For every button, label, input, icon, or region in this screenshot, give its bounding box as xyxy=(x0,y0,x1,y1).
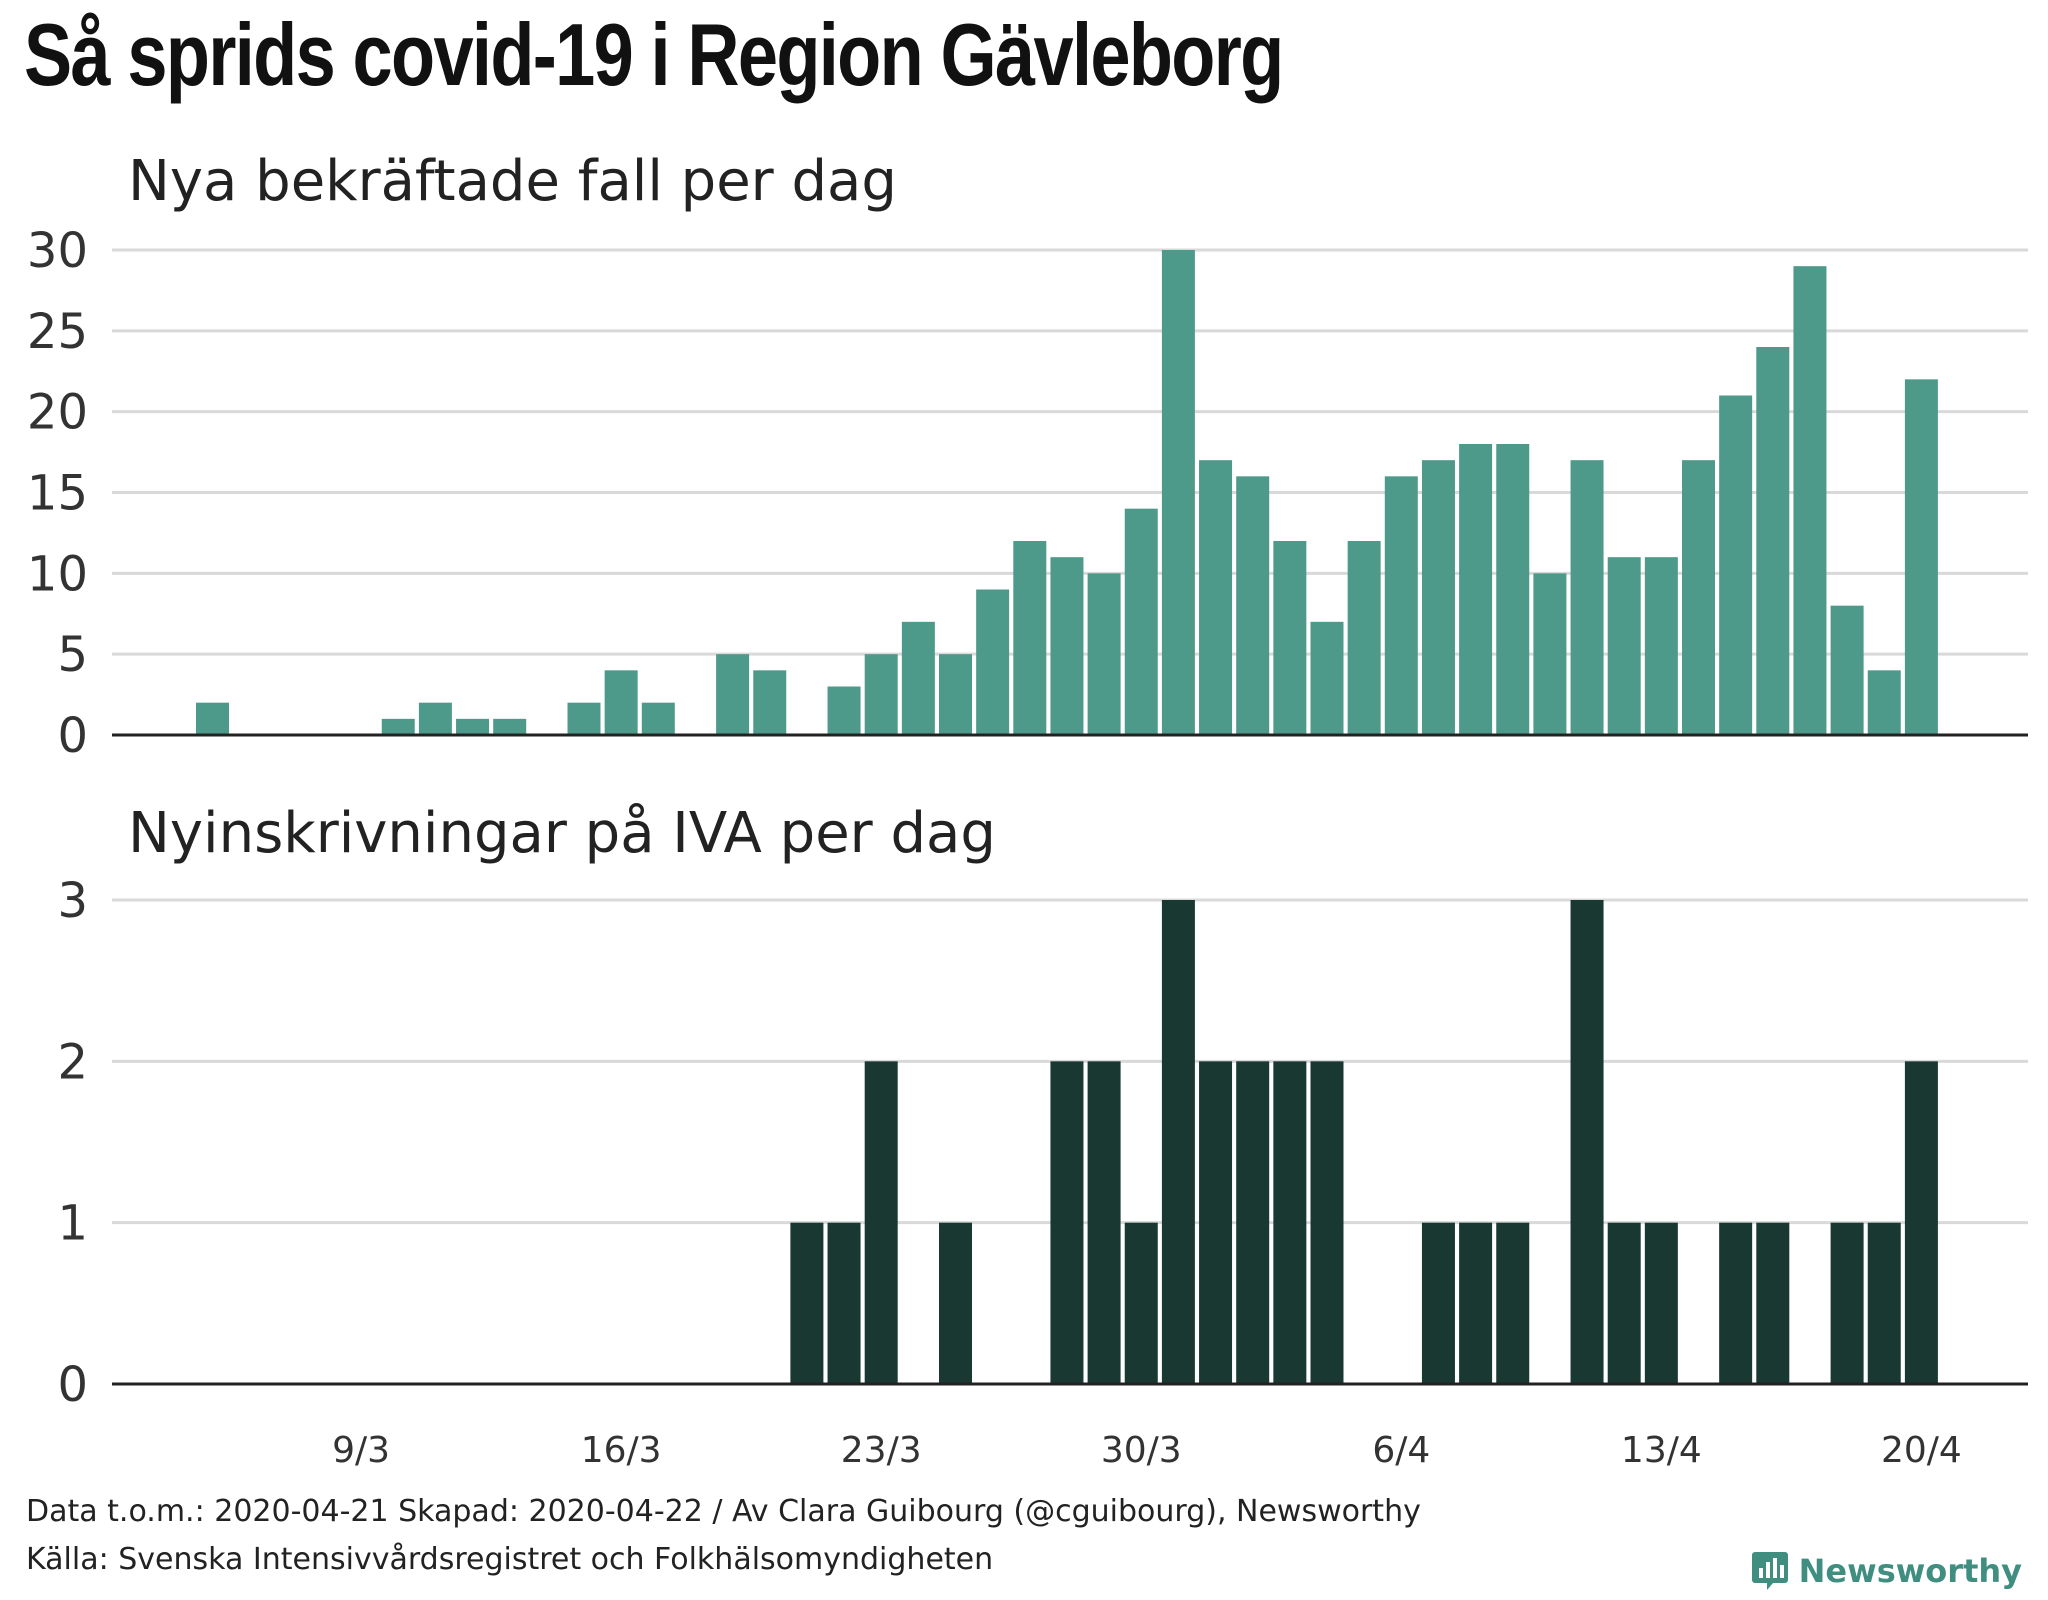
bar xyxy=(1644,557,1678,735)
bar xyxy=(1607,1222,1641,1384)
bar xyxy=(790,1222,824,1384)
bar xyxy=(1607,557,1641,735)
x-tick-label: 6/4 xyxy=(1372,1430,1430,1471)
x-tick-label: 13/4 xyxy=(1621,1430,1702,1471)
panel-title-cases: Nya bekräftade fall per dag xyxy=(128,149,897,214)
bar xyxy=(1087,573,1121,735)
bar xyxy=(1124,1222,1158,1384)
bar xyxy=(604,670,638,735)
bar xyxy=(1459,1222,1493,1384)
bar xyxy=(1013,541,1047,735)
bar xyxy=(1570,460,1604,735)
bar xyxy=(1347,541,1381,735)
bar xyxy=(1199,460,1233,735)
bar xyxy=(1904,1061,1938,1384)
y-tick-label: 1 xyxy=(57,1196,88,1252)
bar xyxy=(1161,250,1195,735)
bar xyxy=(1496,1222,1530,1384)
bar xyxy=(753,670,787,735)
bar xyxy=(1570,900,1604,1384)
bar xyxy=(1421,1222,1455,1384)
y-tick-label: 30 xyxy=(27,223,88,279)
bar xyxy=(1273,1061,1307,1384)
y-tick-label: 0 xyxy=(57,708,88,764)
footer-credit: Data t.o.m.: 2020-04-21 Skapad: 2020-04-… xyxy=(26,1494,1421,1529)
y-tick-label: 0 xyxy=(57,1357,88,1413)
bar xyxy=(939,1222,972,1384)
panel-icu: 0 1 2 3 xyxy=(57,873,2028,1413)
bar xyxy=(1867,670,1901,735)
bar xyxy=(1830,605,1864,735)
bar xyxy=(901,621,935,735)
chart-canvas: Nya bekräftade fall per dag 051015202530… xyxy=(27,149,2028,1471)
x-axis: 9/3 16/3 23/3 30/3 6/4 13/4 20/4 xyxy=(332,1430,1962,1471)
y-tick-label: 3 xyxy=(57,873,88,929)
bar xyxy=(1421,460,1455,735)
bar xyxy=(939,654,972,735)
bar xyxy=(641,702,675,735)
bar xyxy=(196,702,229,735)
bar xyxy=(1644,1222,1678,1384)
y-tick-label: 15 xyxy=(27,466,88,522)
bar xyxy=(976,589,1010,735)
bar xyxy=(1199,1061,1233,1384)
bar xyxy=(1793,266,1827,735)
bar xyxy=(716,654,750,735)
bar xyxy=(1236,476,1270,735)
bar xyxy=(1904,379,1938,735)
bar xyxy=(1496,444,1530,735)
bar xyxy=(1830,1222,1864,1384)
x-tick-label: 20/4 xyxy=(1881,1430,1962,1471)
bar xyxy=(1310,1061,1344,1384)
bar xyxy=(1459,444,1493,735)
bar xyxy=(418,702,452,735)
y-tick-label: 20 xyxy=(27,385,88,441)
chart-title: Så sprids covid-19 i Region Gävleborg xyxy=(24,5,1284,104)
brand-name: Newsworthy xyxy=(1798,1552,2022,1590)
bar xyxy=(827,686,861,735)
bar xyxy=(1682,460,1715,735)
bar xyxy=(567,702,601,735)
footer-source: Källa: Svenska Intensivvårdsregistret oc… xyxy=(26,1542,994,1577)
bar xyxy=(381,718,415,735)
x-tick-label: 23/3 xyxy=(841,1430,922,1471)
y-tick-label: 2 xyxy=(57,1034,88,1090)
bar xyxy=(1273,541,1307,735)
y-tick-label: 10 xyxy=(27,546,88,602)
bar xyxy=(1719,395,1753,735)
x-tick-label: 30/3 xyxy=(1101,1430,1182,1471)
bar xyxy=(1050,1061,1084,1384)
bar xyxy=(1719,1222,1753,1384)
bar xyxy=(1384,476,1418,735)
bar xyxy=(493,718,527,735)
panel-title-icu: Nyinskrivningar på IVA per dag xyxy=(128,801,996,866)
y-tick-label: 25 xyxy=(27,304,88,360)
bar xyxy=(1236,1061,1270,1384)
bar xyxy=(1533,573,1567,735)
bar xyxy=(1867,1222,1901,1384)
bar xyxy=(456,718,490,735)
bar xyxy=(864,654,898,735)
bar xyxy=(1050,557,1084,735)
panel-cases: 0 5 10 15 20 25 30 xyxy=(27,223,2028,764)
bar xyxy=(864,1061,898,1384)
bar xyxy=(1161,900,1195,1384)
x-tick-label: 9/3 xyxy=(332,1430,390,1471)
bar xyxy=(1087,1061,1121,1384)
x-tick-label: 16/3 xyxy=(581,1430,662,1471)
bar xyxy=(1756,1222,1790,1384)
y-tick-label: 5 xyxy=(57,627,88,683)
brand-logo: Newsworthy xyxy=(1751,1550,2022,1592)
bar xyxy=(827,1222,861,1384)
bar xyxy=(1124,508,1158,735)
bar xyxy=(1756,347,1790,735)
bar-chart-icon xyxy=(1751,1552,1788,1590)
bar xyxy=(1310,621,1344,735)
